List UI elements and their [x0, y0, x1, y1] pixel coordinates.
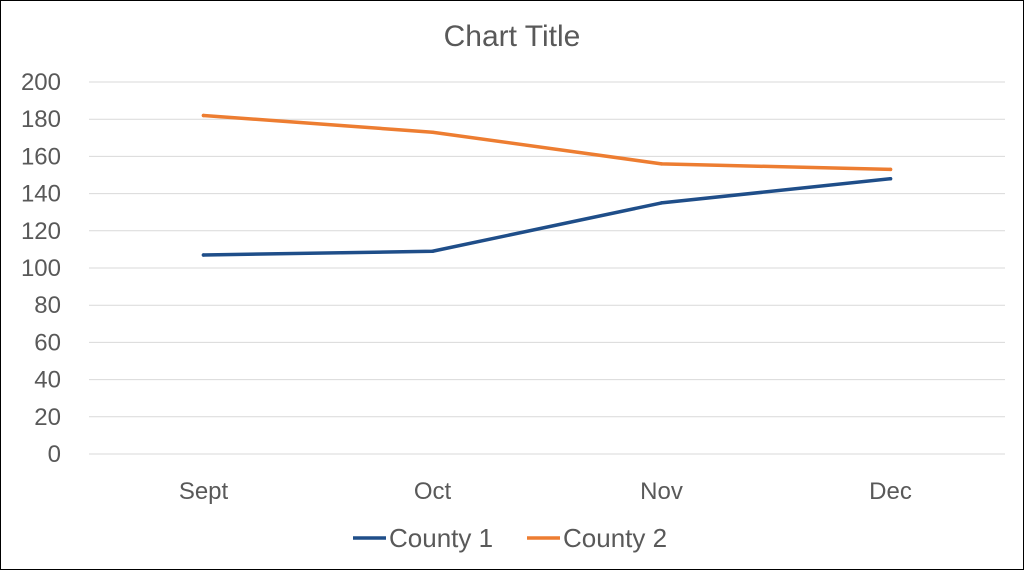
- y-tick-label: 100: [21, 255, 61, 282]
- legend-label-1: County 1: [389, 523, 493, 553]
- y-tick-label: 80: [34, 292, 61, 319]
- legend: County 1 County 2: [353, 523, 667, 553]
- data-point-county-2-sept: [201, 113, 206, 118]
- data-point-county-1-sept: [201, 253, 206, 257]
- y-tick-label: 40: [34, 367, 61, 394]
- y-tick-label: 200: [21, 69, 61, 96]
- x-tick-label-oct: Oct: [414, 478, 452, 505]
- series-line-county-1: [201, 176, 893, 257]
- data-point-county-2-oct: [430, 130, 435, 134]
- data-point-county-2-nov: [659, 162, 664, 166]
- y-tick-label: 140: [21, 181, 61, 208]
- x-tick-label-sept: Sept: [179, 478, 229, 505]
- y-tick-label: 120: [21, 218, 61, 245]
- x-tick-label-dec: Dec: [869, 478, 912, 505]
- y-axis-ticks: 0 20 40 60 80 100 120 140 160 180 200: [21, 69, 61, 468]
- data-point-county-1-dec: [888, 176, 893, 181]
- gridlines: [89, 81, 1005, 455]
- y-tick-label: 180: [21, 106, 61, 133]
- data-point-county-1-oct: [430, 249, 435, 254]
- y-tick-label: 60: [34, 329, 61, 356]
- y-tick-label: 160: [21, 143, 61, 170]
- y-tick-label: 0: [48, 441, 61, 468]
- data-point-county-2-dec: [888, 167, 893, 172]
- series-lines: [201, 113, 893, 257]
- y-tick-label: 20: [34, 404, 61, 431]
- series-line-county-2: [201, 113, 893, 172]
- data-point-county-1-nov: [659, 201, 664, 205]
- x-axis-ticks: Sept Oct Nov Dec: [179, 478, 912, 505]
- legend-label-2: County 2: [563, 523, 667, 553]
- chart-title: Chart Title: [444, 20, 581, 53]
- x-tick-label-nov: Nov: [640, 478, 683, 505]
